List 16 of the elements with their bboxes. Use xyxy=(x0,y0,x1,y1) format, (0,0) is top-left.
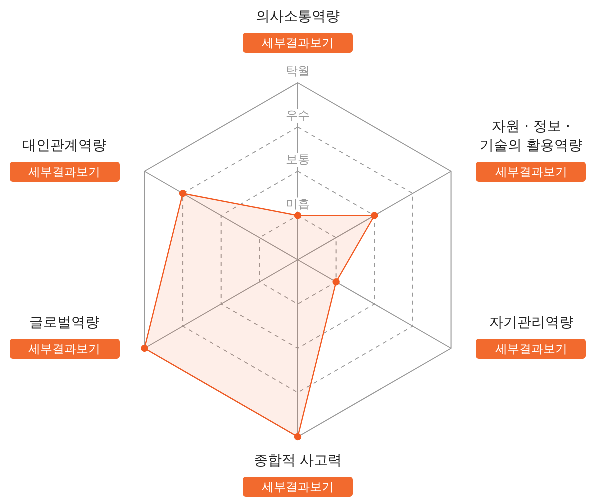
y-tick-label: 미흡 xyxy=(286,196,310,211)
spoke-label: 글로벌역량 xyxy=(30,314,100,332)
text: 세부결과보기 xyxy=(243,477,353,497)
y-tick-label: 보통 xyxy=(286,152,310,167)
spoke-label: 종합적 사고력 xyxy=(254,452,342,471)
y-tick-label: 탁월 xyxy=(286,64,310,78)
y-tick-label: 우수 xyxy=(286,108,310,122)
text: 세부결과보기 xyxy=(10,338,120,358)
text: 세부결과보기 xyxy=(10,162,120,182)
text: 세부결과보기 xyxy=(476,338,586,358)
text: 세부결과보기 xyxy=(243,33,353,53)
spoke-label: 의사소통역량 xyxy=(256,8,340,27)
spoke-label: 자원 · 정보 · 기술의 활용역량 xyxy=(480,118,582,156)
spoke-label: 대인관계역량 xyxy=(22,136,107,156)
spoke-label: 자기관리역량 xyxy=(489,314,574,332)
text: 세부결과보기 xyxy=(476,162,586,182)
